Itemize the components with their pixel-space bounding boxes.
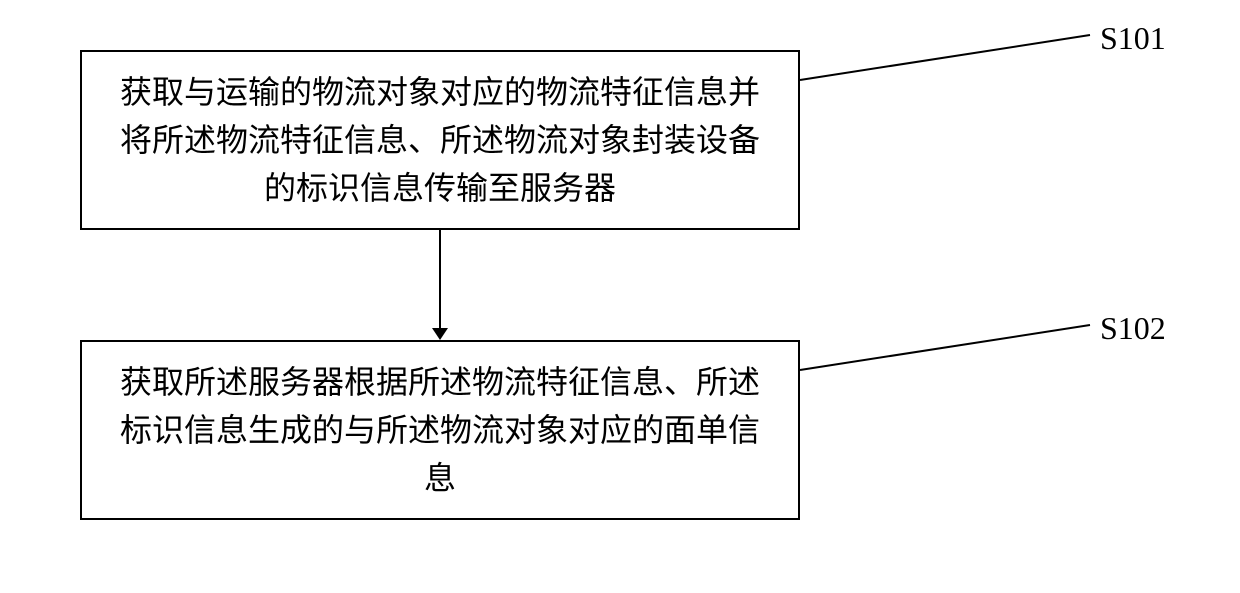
flow-step-2: 获取所述服务器根据所述物流特征信息、所述标识信息生成的与所述物流对象对应的面单信… <box>80 340 800 520</box>
flow-step-1: 获取与运输的物流对象对应的物流特征信息并将所述物流特征信息、所述物流对象封装设备… <box>80 50 800 230</box>
flow-step-2-label: S102 <box>1100 310 1166 347</box>
flow-step-1-text: 获取与运输的物流对象对应的物流特征信息并将所述物流特征信息、所述物流对象封装设备… <box>112 68 768 212</box>
flow-step-1-label: S101 <box>1100 20 1166 57</box>
flowchart-container: 获取与运输的物流对象对应的物流特征信息并将所述物流特征信息、所述物流对象封装设备… <box>0 0 1240 593</box>
flow-step-2-text: 获取所述服务器根据所述物流特征信息、所述标识信息生成的与所述物流对象对应的面单信… <box>112 358 768 502</box>
